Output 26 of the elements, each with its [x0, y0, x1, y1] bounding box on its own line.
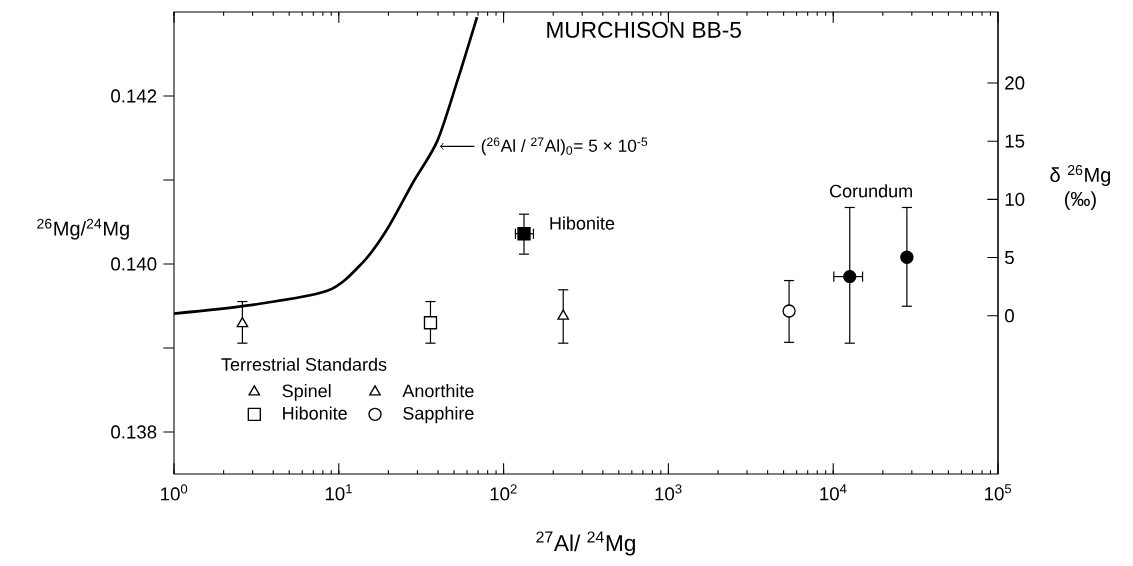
x-tick-label: 10$^{1}$ — [325, 484, 352, 501]
x-axis-title: $^{27}$Al/ $^{24}$Mg — [536, 531, 635, 556]
annotation: Corundum — [830, 184, 912, 198]
x-tick-label: 10$^{5}$ — [985, 484, 1012, 501]
x-tick-label: 10$^{3}$ — [655, 484, 682, 501]
y-axis-title: $^{26}$Mg/$^{24}$Mg — [37, 218, 129, 240]
legend-label: Hibonite — [283, 406, 347, 420]
legend-label: Spinel — [282, 384, 331, 401]
y2-tick-label: 15 — [1005, 134, 1025, 148]
x-tick-label: 10$^{4}$ — [820, 484, 847, 501]
y2-tick-label: 20 — [1005, 76, 1025, 90]
y-tick-label: 0.140 — [111, 257, 157, 271]
y-tick-label: 0.142 — [111, 89, 157, 103]
legend-label: Sapphire — [403, 406, 474, 424]
legend-label: Anorthite — [402, 384, 474, 398]
annotation: Hibonite — [550, 216, 615, 230]
x-tick-label: 10$^{0}$ — [161, 484, 188, 501]
y2-axis-title: δ $^{26}$Mg (‰) — [1050, 165, 1111, 210]
legend-title: Terrestrial Standards — [221, 357, 387, 371]
x-tick-label: 10$^{2}$ — [490, 484, 517, 501]
y2-tick-label: 5 — [1005, 251, 1014, 265]
y2-tick-label: 10 — [1005, 192, 1025, 206]
y-tick-label: 0.138 — [111, 425, 157, 439]
y2-tick-label: 0 — [1005, 309, 1014, 323]
annotation: ($^{26}$Al / $^{27}$Al)$_{0}$= 5 × 10$^{-5}$ — [481, 137, 648, 156]
chart-title: MURCHISON BB-5 — [547, 21, 741, 38]
